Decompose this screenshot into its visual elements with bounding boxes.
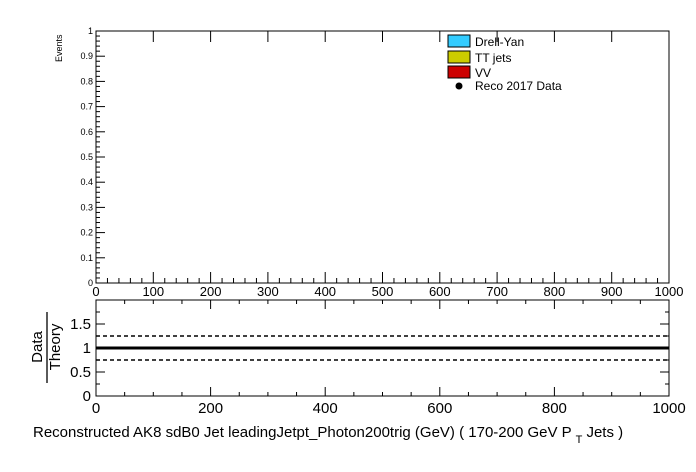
main-y-tick-label: 0.6 — [80, 127, 93, 137]
main-x-tick-label: 800 — [544, 284, 566, 299]
ratio-y-tick-label: 0 — [83, 388, 91, 405]
x-axis-label-main: Reconstructed AK8 sdB0 Jet leadingJetpt_… — [33, 424, 572, 441]
main-plot-frame — [95, 30, 670, 284]
main-x-tick-label: 400 — [314, 284, 336, 299]
ratio-y-label-numerator: Data — [29, 331, 46, 363]
main-y-tick-label: 0.4 — [80, 177, 93, 187]
ratio-y-label-denominator: Theory — [47, 323, 64, 370]
ratio-y-axis-label: Data Theory — [29, 312, 64, 383]
x-axis-label-subscript: T — [576, 434, 583, 446]
ratio-y-ticks: 0 0.5 1 1.5 — [70, 311, 669, 405]
ratio-x-tick-label: 800 — [542, 400, 567, 417]
main-x-tick-label: 300 — [257, 284, 279, 299]
main-x-tick-label: 700 — [486, 284, 508, 299]
main-x-tick-label: 100 — [142, 284, 164, 299]
main-plot-panel: 0 100 200 300 400 500 600 700 800 900 1000 0 0.1 0.2… — [54, 26, 683, 299]
ratio-plot-panel: 0 200 400 600 800 1000 0 0.5 1 1.5 Data Theory R… — [29, 299, 686, 447]
main-y-axis-label: Events — [54, 34, 64, 62]
legend-label-data: Reco 2017 Data — [475, 79, 562, 93]
ratio-x-tick-label: 200 — [198, 400, 223, 417]
legend-label-tt-jets: TT jets — [475, 51, 511, 65]
main-x-tick-label: 500 — [372, 284, 394, 299]
ratio-x-tick-label: 600 — [427, 400, 452, 417]
main-y-tick-label: 0.1 — [80, 253, 93, 263]
main-y-tick-label: 0.3 — [80, 202, 93, 212]
ratio-y-tick-label: 1.5 — [70, 316, 91, 333]
ratio-y-tick-label: 0.5 — [70, 364, 91, 381]
legend: Drell-Yan TT jets VV Reco 2017 Data — [447, 34, 562, 93]
legend-label-vv: VV — [475, 66, 491, 80]
ratio-x-tick-label: 1000 — [652, 400, 685, 417]
main-y-tick-label: 0 — [88, 278, 93, 288]
legend-swatch-drell-yan — [447, 34, 471, 48]
main-y-tick-label: 1 — [88, 26, 93, 36]
ratio-y-tick-label: 1 — [83, 340, 91, 357]
legend-swatch-tt-jets — [447, 50, 471, 64]
ratio-x-tick-label: 0 — [92, 400, 100, 417]
legend-swatch-vv — [447, 65, 471, 79]
main-y-tick-label: 0.8 — [80, 76, 93, 86]
x-axis-label-tail: Jets ) — [586, 424, 623, 441]
main-x-ticks: 0 100 200 300 400 500 600 700 800 900 1000 — [92, 31, 683, 299]
ratio-x-ticks: 0 200 400 600 800 1000 — [92, 300, 686, 417]
main-y-ticks: 0 0.1 0.2 0.3 0.4 0.5 0.6 0.7 0.8 0.9 1 — [80, 26, 105, 288]
legend-label-drell-yan: Drell-Yan — [475, 35, 524, 49]
main-y-tick-label: 0.5 — [80, 152, 93, 162]
main-x-tick-label: 200 — [200, 284, 222, 299]
main-y-tick-label: 0.2 — [80, 228, 93, 238]
main-y-tick-label: 0.7 — [80, 102, 93, 112]
main-y-tick-label: 0.9 — [80, 51, 93, 61]
main-x-tick-label: 600 — [429, 284, 451, 299]
x-axis-label: Reconstructed AK8 sdB0 Jet leadingJetpt_… — [33, 424, 623, 447]
legend-marker-data — [455, 82, 463, 90]
ratio-reference-lines — [96, 335, 669, 361]
main-x-tick-label: 1000 — [655, 284, 684, 299]
main-x-tick-label: 900 — [601, 284, 623, 299]
main-x-tick-label: 0 — [92, 284, 99, 299]
ratio-x-tick-label: 400 — [313, 400, 338, 417]
